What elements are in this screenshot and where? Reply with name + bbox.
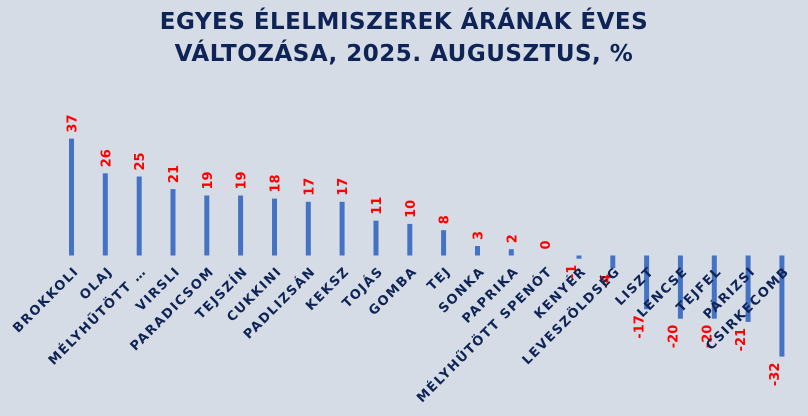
- bar: [170, 189, 176, 256]
- bar: [373, 220, 379, 256]
- data-label: -32: [768, 363, 783, 387]
- bar: [610, 255, 616, 269]
- bar: [475, 246, 480, 256]
- data-label: 3: [472, 231, 487, 240]
- category-label: TEJ: [425, 264, 455, 294]
- bar: [745, 255, 751, 322]
- data-label: 37: [66, 115, 81, 133]
- bar: [238, 195, 244, 256]
- bar: [441, 230, 447, 256]
- data-label: 2: [505, 234, 520, 243]
- data-label: 25: [133, 152, 148, 170]
- bar: [136, 176, 142, 256]
- bar: [508, 249, 514, 256]
- bar: [204, 195, 210, 256]
- data-label: -4: [599, 274, 614, 288]
- bar: [407, 223, 413, 256]
- chart-title-line-1: EGYES ÉLELMISZEREK ÁRÁNAK ÉVES: [159, 9, 649, 35]
- bar: [644, 255, 650, 310]
- data-label: -20: [666, 325, 681, 349]
- bar: [305, 201, 311, 256]
- bar: [272, 198, 277, 256]
- data-label: 19: [235, 171, 250, 189]
- data-label: 8: [438, 215, 453, 224]
- data-label: -1: [565, 265, 580, 279]
- data-label: 11: [370, 197, 385, 215]
- bar: [102, 173, 108, 256]
- data-label: 17: [302, 178, 317, 196]
- data-label: 0: [539, 240, 554, 249]
- bar: [779, 255, 785, 357]
- data-label: 10: [404, 200, 419, 218]
- bar: [711, 255, 717, 319]
- bar: [677, 255, 683, 319]
- category-label: BROKKOLI: [10, 264, 82, 336]
- data-label: -20: [700, 325, 715, 349]
- data-label: 18: [269, 175, 284, 193]
- data-label: 19: [201, 171, 216, 189]
- bar: [339, 201, 345, 256]
- data-label: -21: [734, 328, 749, 352]
- bar: [576, 255, 582, 259]
- data-label: 17: [336, 178, 351, 196]
- bar: [69, 138, 74, 256]
- chart-title-line-2: VÁLTOZÁSA, 2025. AUGUSZTUS, %: [174, 41, 634, 67]
- data-label: 26: [99, 149, 114, 167]
- chart-title: EGYES ÉLELMISZEREK ÁRÁNAK ÉVES VÁLTOZÁSA…: [0, 6, 808, 70]
- data-label: -17: [633, 315, 648, 339]
- data-label: 21: [167, 165, 182, 183]
